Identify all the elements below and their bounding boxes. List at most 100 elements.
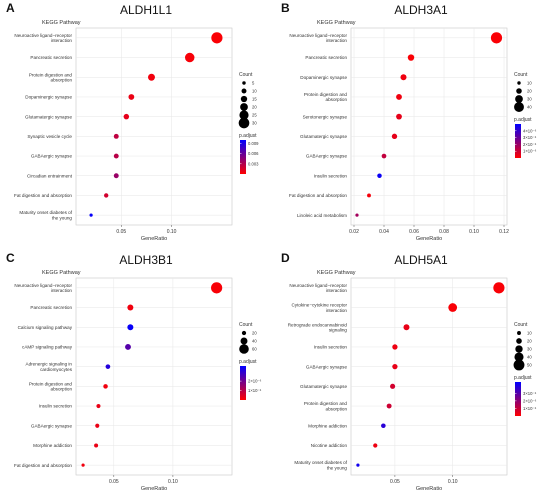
category-label: GABAergic synapse: [31, 154, 73, 159]
x-tick-label: 0.06: [409, 229, 419, 235]
category-label: Glutamatergic synapse: [300, 384, 347, 389]
category-label: Protein digestion and absorption: [29, 381, 73, 391]
size-legend-label: 10: [252, 89, 257, 94]
plot-area: [75, 27, 233, 226]
size-legend-dot: [238, 117, 250, 129]
panel-letter: A: [6, 1, 15, 15]
plot-area: [350, 27, 508, 226]
color-legend-label: 4×10⁻⁶: [523, 128, 537, 133]
color-legend-label: 3×10⁻⁶: [523, 135, 537, 140]
data-point: [211, 32, 223, 44]
size-legend-label: 40: [527, 355, 532, 360]
category-label: Dopaminergic synapse: [25, 95, 72, 100]
category-label-line: Dopaminergic synapse: [25, 95, 72, 100]
size-legend-dot: [517, 81, 521, 85]
category-label-line: cAMP signaling pathway: [22, 345, 73, 350]
category-label-line: Pancreatic secretion: [30, 305, 72, 310]
category-label-line: GABAergic synapse: [31, 154, 73, 159]
color-legend-label: 1×10⁻⁶: [248, 388, 262, 393]
category-label: Morphine addiction: [33, 443, 72, 448]
category-label-line: GABAergic synapse: [31, 423, 73, 428]
category-label: cAMP signaling pathway: [22, 345, 73, 350]
category-label: Synaptic vesicle cycle: [27, 134, 72, 139]
category-label-line: Protein digestion and: [29, 381, 73, 386]
category-label-line: Fat digestion and absorption: [289, 193, 347, 198]
data-point: [381, 153, 387, 159]
category-label-line: Insulin secretion: [39, 404, 73, 409]
color-legend-label: 0.006: [248, 151, 259, 156]
category-label-line: Calcium signaling pathway: [18, 325, 73, 330]
color-legend-label: 2×10⁻⁶: [248, 379, 262, 384]
x-axis-title: GeneRatio: [141, 486, 167, 492]
panel-d: D ALDH5A1 KEGG Pathway 0.05 0.10 GeneRatio Neu…: [281, 251, 537, 492]
category-label-line: Morphine addiction: [33, 443, 72, 448]
category-label: Glutamatergic synapse: [25, 114, 72, 119]
category-label: Insulin secretion: [39, 404, 73, 409]
category-label-line: interaction: [326, 288, 348, 293]
size-legend-dot: [516, 338, 522, 344]
data-point: [490, 32, 503, 44]
category-label-line: Maturity onset diabetes of: [294, 460, 347, 465]
data-point: [377, 173, 382, 178]
size-legend-dot: [513, 359, 525, 371]
category-label-line: interaction: [51, 288, 73, 293]
plot-area: [75, 277, 233, 476]
color-legend-bar: [240, 366, 246, 400]
category-label: Pancreatic secretion: [30, 55, 72, 60]
color-legend-title: p.adjust: [514, 117, 532, 123]
x-tick-label: 0.10: [448, 479, 458, 485]
data-point: [113, 133, 119, 139]
size-legend-dot: [240, 337, 248, 345]
category-label-line: signaling: [329, 327, 348, 332]
category-label-line: interaction: [326, 38, 348, 43]
color-legend-title: p.adjust: [514, 375, 532, 381]
category-label: Nicotine addiction: [311, 443, 348, 448]
category-label-line: Adrenergic signaling in: [26, 362, 73, 367]
category-label-line: Pancreatic secretion: [30, 55, 72, 60]
category-label-line: GABAergic synapse: [306, 364, 348, 369]
size-legend-label: 10: [527, 331, 532, 336]
size-legend-dot: [240, 103, 248, 111]
category-label-line: Serotonergic synapse: [303, 114, 348, 119]
data-point: [400, 74, 407, 81]
category-label-line: Neuroactive ligand−receptor: [14, 283, 72, 288]
x-tick-label: 0.10: [469, 229, 479, 235]
category-label: Neuroactive ligand−receptor interaction: [289, 33, 347, 43]
data-point: [125, 344, 131, 350]
data-point: [355, 213, 359, 217]
category-label: Circadian entrainment: [27, 173, 73, 178]
category-label: Maturity onset diabetes of the young: [294, 460, 347, 470]
category-label-line: Protein digestion and: [304, 401, 348, 406]
category-label: Fat digestion and absorption: [289, 193, 347, 198]
data-point: [113, 153, 119, 159]
size-legend-label: 20: [527, 89, 532, 94]
data-point: [94, 443, 99, 448]
size-legend-dot: [515, 95, 523, 103]
category-label-line: Glutamatergic synapse: [300, 384, 347, 389]
data-point: [211, 282, 223, 294]
gene-title: ALDH5A1: [394, 253, 448, 267]
y-axis-title: KEGG Pathway: [317, 270, 356, 276]
category-label-line: absorption: [326, 406, 348, 411]
size-legend-label: 10: [527, 81, 532, 86]
category-label-line: Protein digestion and: [29, 72, 73, 77]
x-tick-label: 0.05: [116, 229, 126, 235]
data-point: [396, 113, 402, 120]
size-legend-label: 15: [252, 97, 257, 102]
category-label-line: Insulin secretion: [314, 173, 348, 178]
size-legend-dot: [242, 81, 246, 85]
data-point: [105, 364, 111, 369]
category-label-line: Synaptic vesicle cycle: [27, 134, 72, 139]
size-legend-dot: [514, 102, 524, 112]
data-point: [391, 133, 398, 140]
panel-letter: B: [281, 1, 290, 15]
category-label: Insulin secretion: [314, 173, 348, 178]
category-label: Protein digestion and absorption: [29, 72, 73, 82]
category-label-line: Neuroactive ligand−receptor: [289, 33, 347, 38]
category-label-line: Neuroactive ligand−receptor: [289, 283, 347, 288]
category-label-line: Glutamatergic synapse: [300, 134, 347, 139]
color-legend-title: p.adjust: [239, 359, 257, 365]
category-label: Neuroactive ligand−receptor interaction: [14, 283, 72, 293]
